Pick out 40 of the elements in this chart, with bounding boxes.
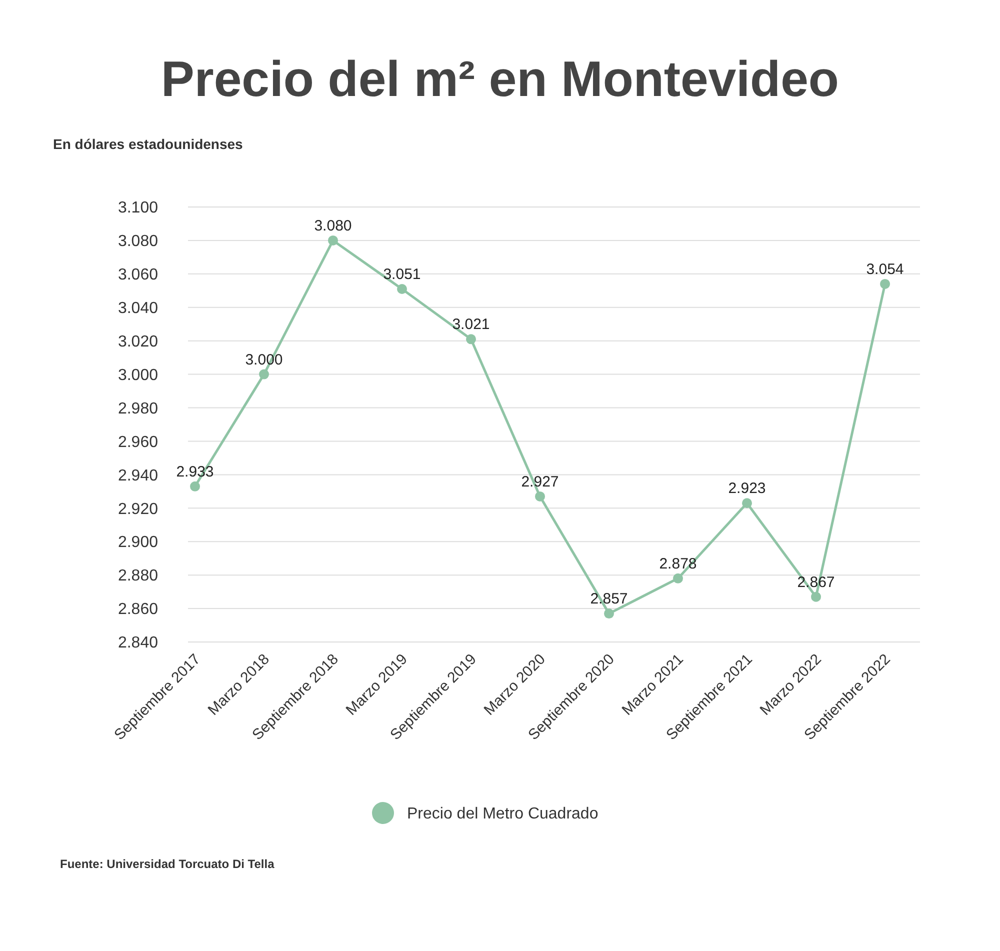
y-tick-label: 3.080 [118,233,158,250]
data-label: 3.054 [866,260,904,278]
point [397,284,407,294]
point [673,573,683,584]
data-label: 2.857 [590,590,628,608]
y-tick-label: 2.880 [118,568,158,585]
point [466,334,476,344]
data-label: 2.923 [728,480,766,498]
source-note: Fuente: Universidad Torcuato Di Tella [60,857,275,871]
data-label: 3.021 [452,316,490,334]
y-tick-label: 2.980 [118,400,158,418]
point [742,498,752,508]
point [259,369,269,380]
data-label: 3.080 [314,217,352,234]
y-tick-label: 3.040 [118,300,158,317]
data-label: 2.867 [797,574,835,591]
y-tick-label: 2.860 [118,601,158,618]
y-tick-label: 2.960 [118,434,158,451]
y-tick-label: 2.940 [118,467,158,484]
data-label: 3.000 [245,351,283,368]
y-tick-label: 3.020 [118,333,158,350]
y-tick-label: 2.920 [118,500,158,518]
data-label: 2.878 [659,555,697,572]
chart-subtitle: En dólares estadounidenses [53,136,244,152]
data-label: 2.933 [176,463,214,480]
y-tick-label: 3.000 [118,366,158,384]
y-tick-label: 2.900 [118,534,158,552]
point [190,481,200,492]
y-tick-label: 3.060 [118,266,158,284]
point [328,235,338,246]
chart-title: Precio del m² en Montevideo [161,51,839,107]
y-tick-label: 3.100 [118,200,158,217]
point [880,278,890,289]
legend-label: Precio del Metro Cuadrado [407,806,598,823]
data-label: 3.051 [383,266,421,283]
point [604,608,614,619]
y-tick-label: 2.840 [118,634,158,652]
point [535,491,545,502]
point [811,592,821,602]
data-label: 2.927 [521,473,559,490]
